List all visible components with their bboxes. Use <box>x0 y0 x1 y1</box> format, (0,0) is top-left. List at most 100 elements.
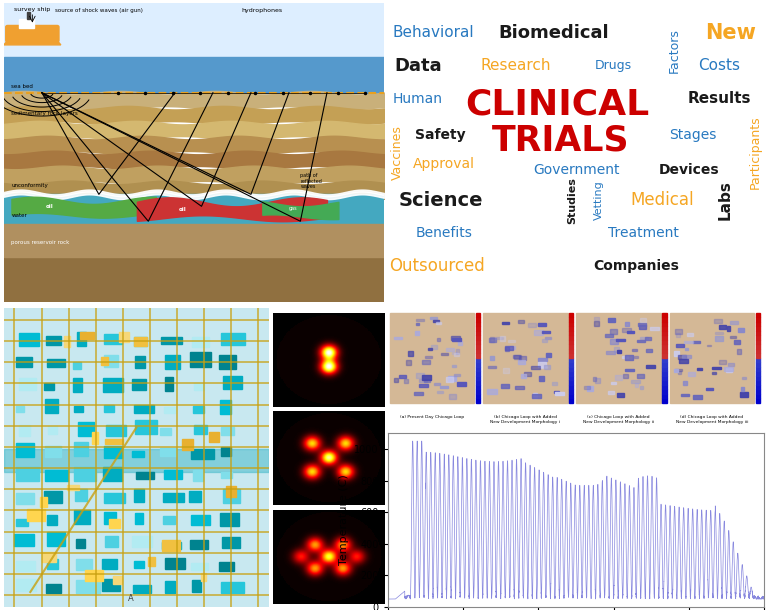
Bar <box>715 332 723 334</box>
Bar <box>525 372 531 376</box>
Bar <box>452 352 457 354</box>
Bar <box>569 393 574 398</box>
Bar <box>639 326 646 329</box>
Bar <box>45 470 68 481</box>
Bar <box>446 377 453 382</box>
Bar <box>132 451 144 457</box>
Bar <box>475 317 480 321</box>
Bar <box>132 379 146 390</box>
Bar <box>475 312 480 317</box>
Bar <box>104 405 114 412</box>
Bar <box>76 539 85 548</box>
Bar <box>452 336 460 340</box>
Bar <box>16 493 34 504</box>
Bar <box>675 369 682 371</box>
Bar <box>662 376 667 380</box>
Bar <box>662 317 667 321</box>
Bar <box>587 386 593 391</box>
FancyBboxPatch shape <box>5 26 59 42</box>
Bar <box>475 344 480 348</box>
Bar <box>569 348 574 353</box>
Text: Approval: Approval <box>413 157 475 171</box>
Bar <box>674 369 677 372</box>
Bar <box>437 339 440 342</box>
Bar <box>422 375 431 380</box>
Bar <box>503 368 508 373</box>
Bar <box>16 443 35 457</box>
Bar <box>101 357 108 365</box>
Bar <box>756 384 760 389</box>
Bar <box>73 362 81 369</box>
Bar <box>399 375 406 378</box>
Bar <box>104 446 122 458</box>
Bar <box>674 351 679 356</box>
Bar <box>134 337 147 346</box>
Bar <box>730 321 738 324</box>
Bar <box>641 386 644 389</box>
Bar <box>616 339 625 342</box>
Bar <box>419 379 428 382</box>
Bar <box>475 362 480 367</box>
Bar <box>102 579 120 590</box>
Bar <box>608 390 614 394</box>
Bar <box>634 356 637 358</box>
Bar <box>16 356 31 367</box>
Bar <box>614 346 619 351</box>
Bar <box>78 422 94 436</box>
Bar <box>662 353 667 357</box>
Bar <box>223 489 240 503</box>
Bar <box>163 493 184 502</box>
Bar <box>723 367 733 370</box>
Bar <box>756 371 760 376</box>
Bar <box>693 340 700 343</box>
Bar <box>191 563 208 570</box>
Text: Studies: Studies <box>568 177 578 224</box>
Bar <box>542 339 547 342</box>
Bar <box>136 472 154 479</box>
Bar <box>475 321 480 326</box>
Bar <box>617 350 621 353</box>
Bar <box>569 331 574 335</box>
Bar <box>756 344 760 348</box>
Bar <box>756 376 760 380</box>
Bar <box>44 490 61 503</box>
Bar <box>135 420 157 434</box>
Bar <box>594 317 599 320</box>
Bar <box>650 327 659 330</box>
Text: New: New <box>705 23 756 43</box>
Bar <box>220 400 230 414</box>
Bar <box>637 340 645 342</box>
Bar <box>165 376 173 391</box>
Bar <box>495 337 503 339</box>
Bar <box>541 331 550 333</box>
Bar <box>408 351 413 356</box>
Bar <box>65 336 70 347</box>
Bar <box>134 561 144 569</box>
Text: path of
reflected
waves: path of reflected waves <box>300 173 323 189</box>
Bar <box>533 393 537 398</box>
Bar <box>625 322 629 326</box>
Bar <box>502 323 508 325</box>
Bar <box>610 339 618 344</box>
Bar <box>518 320 524 323</box>
Y-axis label: Temperature (C): Temperature (C) <box>339 475 349 565</box>
Bar <box>545 337 551 339</box>
Bar <box>534 330 543 335</box>
Bar <box>593 378 596 381</box>
Bar <box>662 340 667 344</box>
Bar <box>102 559 118 569</box>
Bar <box>40 497 48 507</box>
Text: Drugs: Drugs <box>595 59 632 73</box>
Bar <box>445 348 454 351</box>
Bar <box>662 357 667 362</box>
Text: Behavioral: Behavioral <box>392 26 474 40</box>
Bar <box>615 375 622 380</box>
Bar <box>687 332 694 336</box>
Bar <box>76 559 92 570</box>
Bar <box>719 325 726 329</box>
Bar <box>569 357 574 362</box>
Bar <box>515 355 521 359</box>
Text: Data: Data <box>394 57 442 75</box>
Bar <box>432 345 438 349</box>
Bar <box>756 389 760 393</box>
